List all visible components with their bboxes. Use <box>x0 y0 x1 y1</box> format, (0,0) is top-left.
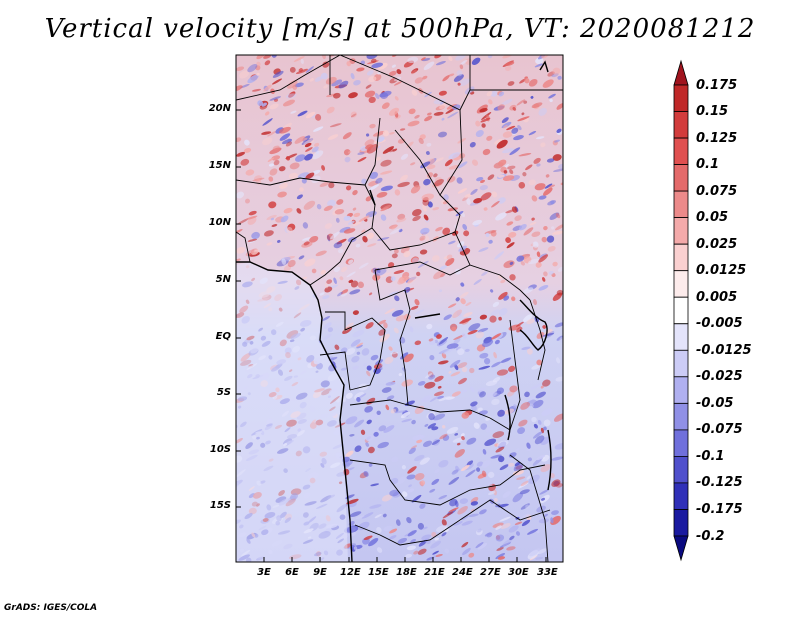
lon-label: 6E <box>285 567 299 578</box>
colorbar-label: -0.025 <box>696 369 743 385</box>
colorbar-label: -0.0125 <box>696 342 752 358</box>
coastlines <box>236 60 552 562</box>
map-frame <box>235 54 564 563</box>
colorbar-swatch <box>673 509 689 537</box>
colorbar-min-arrow <box>673 535 689 562</box>
colorbar-label: -0.05 <box>696 395 734 411</box>
colorbar-swatch <box>673 323 689 351</box>
colorbar-label: 0.05 <box>696 210 729 226</box>
colorbar <box>673 59 689 562</box>
country-borders <box>236 55 563 562</box>
colorbar-swatch <box>673 137 689 166</box>
colorbar-label: -0.125 <box>696 475 743 491</box>
colorbar-label: 0.0125 <box>696 263 747 279</box>
lon-label: 9E <box>313 567 327 578</box>
colorbar-swatch <box>673 270 689 298</box>
colorbar-swatch <box>673 455 689 484</box>
chart-title: Vertical velocity [m/s] at 500hPa, VT: 2… <box>44 14 756 44</box>
colorbar-label: 0.15 <box>696 104 729 119</box>
lat-label: 15N <box>208 160 231 171</box>
colorbar-label: 0.075 <box>696 183 738 199</box>
lon-label: 33E <box>537 567 558 578</box>
lon-label: 30E <box>508 567 529 578</box>
lat-label: 5S <box>216 387 231 398</box>
colorbar-label: 0.175 <box>696 77 738 93</box>
lon-label: 18E <box>396 567 417 578</box>
colorbar-label: -0.175 <box>696 502 743 517</box>
lat-label: 20N <box>208 103 231 114</box>
colorbar-swatch <box>673 482 689 510</box>
lon-label: 15E <box>368 567 389 578</box>
lat-label: 5N <box>215 274 231 285</box>
colorbar-swatch <box>673 296 689 325</box>
colorbar-label: -0.075 <box>696 422 743 438</box>
colorbar-swatch <box>673 190 689 219</box>
colorbar-swatch <box>673 243 689 272</box>
colorbar-swatch <box>673 164 689 192</box>
colorbar-swatch <box>673 349 689 378</box>
colorbar-swatch <box>673 376 689 404</box>
lon-label: 12E <box>340 567 361 578</box>
colorbar-label: 0.025 <box>696 236 738 252</box>
lon-label: 27E <box>480 567 501 578</box>
colorbar-label: 0.125 <box>696 130 738 146</box>
lat-label: 10N <box>208 217 231 228</box>
lon-label: 3E <box>257 567 271 578</box>
ocean-region <box>236 262 348 562</box>
colorbar-swatch <box>673 217 689 245</box>
vertical-velocity-field <box>236 55 563 562</box>
colorbar-label: -0.1 <box>696 448 725 464</box>
lon-label: 24E <box>452 567 473 578</box>
colorbar-swatch <box>673 111 689 139</box>
colorbar-swatch <box>673 429 689 457</box>
colorbar-max-arrow <box>673 59 689 86</box>
colorbar-label: -0.2 <box>696 528 725 544</box>
colorbar-swatch <box>673 402 689 431</box>
lon-label: 21E <box>424 567 445 578</box>
colorbar-swatch <box>673 84 689 112</box>
colorbar-label: 0.1 <box>696 157 720 173</box>
colorbar-label: 0.005 <box>696 289 738 305</box>
lat-label: EQ <box>215 331 231 342</box>
lat-label: 10S <box>209 444 231 455</box>
lat-label: 15S <box>209 500 231 511</box>
grads-credit: GrADS: IGES/COLA <box>4 603 98 613</box>
colorbar-label: -0.005 <box>696 316 743 332</box>
